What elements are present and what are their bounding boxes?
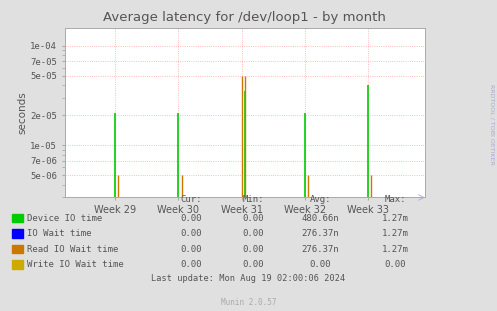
Text: 0.00: 0.00 xyxy=(243,245,264,253)
Y-axis label: seconds: seconds xyxy=(17,91,27,134)
Text: 0.00: 0.00 xyxy=(180,214,202,222)
Text: 1.27m: 1.27m xyxy=(382,229,409,238)
Text: 1.27m: 1.27m xyxy=(382,245,409,253)
Text: 0.00: 0.00 xyxy=(243,260,264,269)
Text: Min:: Min: xyxy=(243,195,264,204)
Text: Avg:: Avg: xyxy=(310,195,331,204)
Text: 276.37n: 276.37n xyxy=(302,245,339,253)
Text: Read IO Wait time: Read IO Wait time xyxy=(27,245,119,253)
Text: 0.00: 0.00 xyxy=(384,260,406,269)
Text: Munin 2.0.57: Munin 2.0.57 xyxy=(221,298,276,307)
Text: 0.00: 0.00 xyxy=(243,229,264,238)
Text: Cur:: Cur: xyxy=(180,195,202,204)
Title: Average latency for /dev/loop1 - by month: Average latency for /dev/loop1 - by mont… xyxy=(103,11,386,24)
Text: 0.00: 0.00 xyxy=(180,260,202,269)
Text: 0.00: 0.00 xyxy=(180,245,202,253)
Text: 276.37n: 276.37n xyxy=(302,229,339,238)
Text: 1.27m: 1.27m xyxy=(382,214,409,222)
Text: Device IO time: Device IO time xyxy=(27,214,102,222)
Text: 0.00: 0.00 xyxy=(180,229,202,238)
Text: 0.00: 0.00 xyxy=(243,214,264,222)
Text: Write IO Wait time: Write IO Wait time xyxy=(27,260,124,269)
Text: Last update: Mon Aug 19 02:00:06 2024: Last update: Mon Aug 19 02:00:06 2024 xyxy=(152,274,345,283)
Text: Max:: Max: xyxy=(384,195,406,204)
Text: RRDTOOL / TOBI OETIKER: RRDTOOL / TOBI OETIKER xyxy=(490,84,495,165)
Text: 0.00: 0.00 xyxy=(310,260,331,269)
Text: IO Wait time: IO Wait time xyxy=(27,229,92,238)
Text: 480.66n: 480.66n xyxy=(302,214,339,222)
